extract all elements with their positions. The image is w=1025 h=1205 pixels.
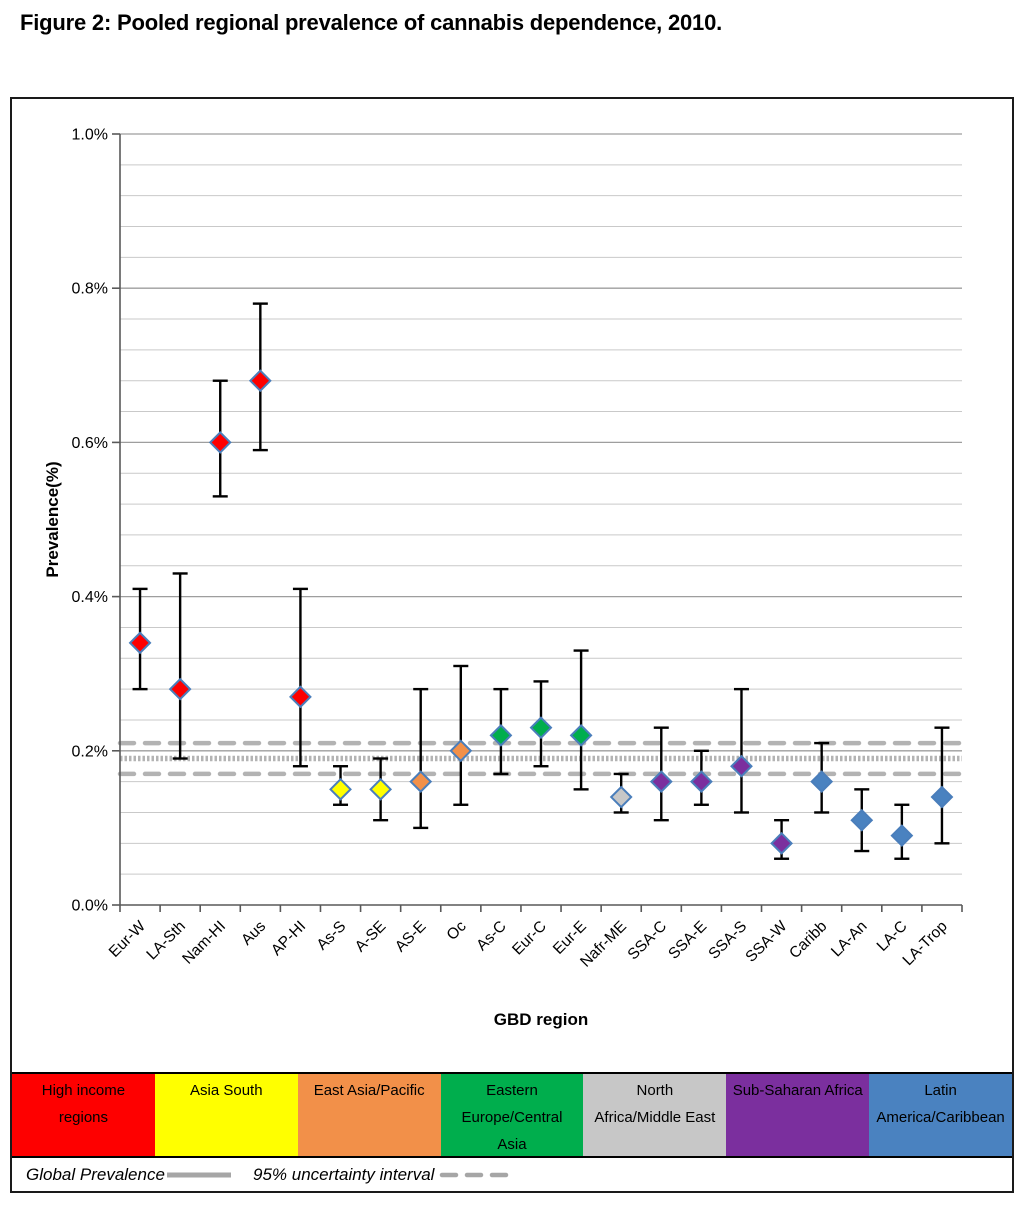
data-point-AP-HI [289,685,312,709]
data-point-Nafr-ME [609,785,633,809]
legend-group-label: High income [41,1082,126,1099]
data-point-Oc [449,739,473,763]
x-tick-label-Eur-C: Eur-C [509,918,550,959]
x-tick-label-As-S: As-S [314,918,350,954]
data-point-Eur-C [529,716,553,740]
uncertainty-interval-label: 95% uncertainty interval [253,1164,435,1184]
legend-group-label: America/Caribbean [876,1109,1005,1126]
global-prevalence-label: Global Prevalence [26,1164,165,1184]
legend-group-label: North [636,1082,674,1099]
x-axis-title: GBD region [494,1010,588,1029]
x-tick-label-A-SE: A-SE [352,918,390,956]
x-tick-label-SSA-E: SSA-E [665,918,710,963]
data-point-LA-C [890,824,914,848]
legend-group-asia_south: Asia South [154,1074,298,1156]
data-point-LA-An [850,808,874,832]
data-point-AS-E [409,770,433,794]
x-tick-label-LA-An: LA-An [828,918,870,960]
y-tick-label: 0.8% [72,281,108,298]
data-point-Aus [248,369,272,393]
legend-group-latin_america_caribbean: Latin America/Caribbean [869,1074,1013,1156]
x-tick-label-Caribb: Caribb [786,918,830,962]
legend-band: High income regions Asia South East Asia/Pa… [12,1072,1013,1158]
x-tick-label-AP-HI: AP-HI [268,918,309,959]
data-point-SSA-E [689,770,713,794]
legend-group-east_asia_pacific: East Asia/Pacific [297,1074,441,1156]
global-prevalence-line-swatch [167,1172,231,1177]
uncertainty-interval-line-swatch [439,1172,510,1177]
data-point-SSA-S [730,754,753,778]
legend-group-label: Sub-Saharan Africa [732,1082,863,1099]
line-legend: Global Prevalence 95% uncertainty interv… [12,1158,1012,1191]
x-tick-label-SSA-W: SSA-W [742,918,790,966]
y-tick-label: 0.0% [72,898,108,915]
legend-group-label: East Asia/Pacific [313,1082,425,1099]
legend-group-label: Asia South [190,1082,263,1099]
y-tick-label: 0.6% [72,435,108,452]
legend-group-label: Eastern [486,1082,538,1099]
data-point-Eur-W [128,631,152,655]
chart-canvas: 0.0%0.2%0.4%0.6%0.8%1.0%Eur-WLA-SthNam-H… [43,127,965,1029]
x-tick-label-AS-E: AS-E [392,918,430,956]
legend-group-label: regions [58,1109,109,1126]
legend-group-label: Asia [497,1136,527,1153]
data-point-Eur-E [569,723,593,747]
data-point-A-SE [369,777,393,801]
data-point-SSA-C [649,770,673,794]
legend-group-label: Africa/Middle East [594,1109,716,1126]
data-point-SSA-W [770,831,793,855]
data-point-As-C [489,723,513,747]
data-point-Nam-HI [208,430,232,454]
legend-group-label: Europe/Central [461,1109,563,1126]
legend-group-eastern_europe_central_asia: Eastern Europe/Central Asia [440,1074,584,1156]
x-tick-label-Eur-W: Eur-W [106,918,149,961]
legend-group-north_africa_middle_east: North Africa/Middle East [583,1074,727,1156]
data-point-LA-Sth [168,677,192,701]
figure-title: Figure 2: Pooled regional prevalence of … [20,10,723,35]
x-tick-label-As-C: As-C [473,918,509,954]
data-point-Caribb [810,770,834,794]
legend-group-high_income: High income regions [12,1074,155,1156]
x-tick-label-Nam-HI: Nam-HI [179,918,229,968]
x-tick-label-Oc: Oc [444,918,470,944]
y-axis-title: Prevalence(%) [43,461,62,577]
figure-frame: 0.0% 0.2% 0.4% 0.6% 0.8% 1.0% Eur-W LA-Sth Nam-H… [10,97,1014,1193]
x-tick-label-SSA-C: SSA-C [625,918,671,964]
y-tick-label: 0.2% [72,743,108,760]
x-tick-label-LA-Trop: LA-Trop [900,918,951,969]
y-tick-label: 1.0% [72,127,108,144]
data-point-LA-Trop [930,785,954,809]
legend-group-label: Latin [924,1082,957,1099]
x-tick-label-LA-C: LA-C [874,918,911,955]
legend-group-sub_saharan_africa: Sub-Saharan Africa [726,1074,870,1156]
x-tick-label-Aus: Aus [238,918,269,949]
y-tick-label: 0.4% [72,589,108,606]
data-point-As-S [329,777,352,801]
